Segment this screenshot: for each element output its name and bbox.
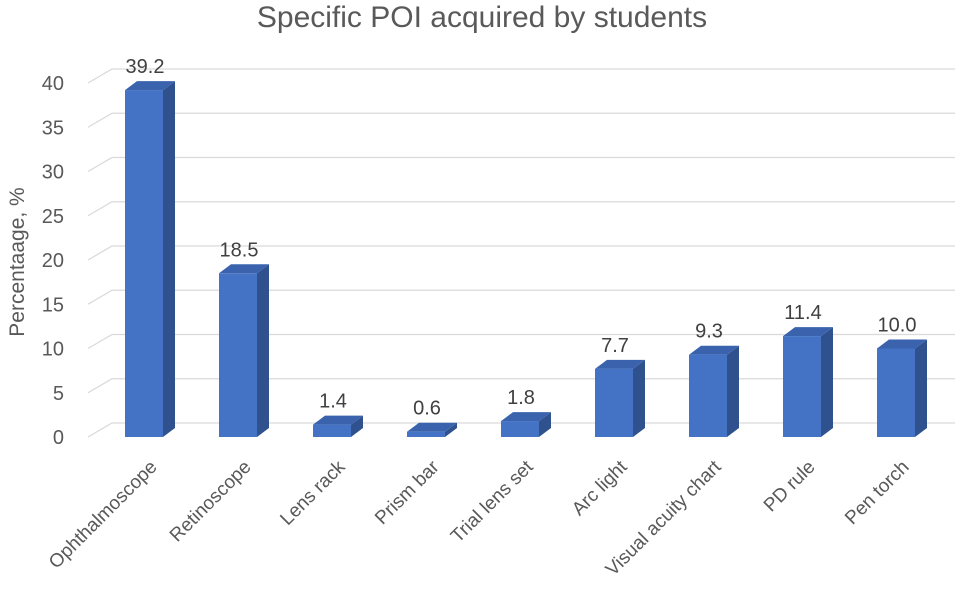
y-tick-label: 5 (53, 383, 64, 405)
x-tick-label: Arc light (568, 456, 632, 520)
y-tick-label: 0 (53, 427, 64, 449)
category-labels: Ophthalmoscope Retinoscope Lens rack Prism … (45, 456, 913, 580)
y-tick-label: 30 (42, 162, 64, 184)
gridlines (87, 68, 955, 438)
bar-side (163, 81, 175, 437)
gridline (87, 333, 955, 350)
bar-front (783, 336, 821, 437)
y-tick-label: 15 (42, 294, 64, 316)
data-label: 10.0 (878, 315, 917, 337)
gridline (87, 422, 955, 438)
bar-front (219, 273, 257, 437)
bar (219, 264, 269, 437)
y-tick-label: 40 (42, 73, 64, 95)
data-label: 0.6 (413, 398, 441, 420)
x-tick-label: Retinoscope (166, 457, 256, 547)
bar-top (313, 415, 363, 425)
bar (313, 415, 363, 437)
bar-top (783, 327, 833, 337)
bar-top (501, 412, 551, 422)
data-label: 18.5 (220, 239, 259, 261)
y-tick-label: 25 (42, 206, 64, 228)
data-label: 39.2 (126, 56, 165, 78)
bar-top (125, 81, 175, 91)
y-tick-label: 20 (42, 250, 64, 272)
y-tick-label: 35 (42, 117, 64, 139)
data-label: 1.8 (507, 387, 535, 409)
bar (125, 81, 175, 437)
x-tick-label: Lens rack (276, 456, 349, 529)
gridline (87, 289, 955, 305)
data-labels: 39.2 18.5 1.4 0.6 1.8 7.7 9.3 11.4 10.0 (126, 56, 917, 420)
bar-front (501, 421, 539, 437)
chart-title: Specific POI acquired by students (257, 1, 707, 34)
bar-front (877, 348, 915, 437)
gridline (87, 112, 955, 128)
bar-top (689, 345, 739, 355)
x-tick-label: Ophthalmoscope (45, 457, 161, 573)
bar-side (915, 339, 927, 437)
gridline (87, 156, 955, 173)
x-tick-label: PD rule (760, 457, 820, 517)
data-label: 11.4 (784, 302, 821, 324)
bar (877, 339, 927, 437)
x-tick-label: Pen torch (841, 457, 913, 529)
bar (783, 327, 833, 437)
bar-side (257, 264, 269, 437)
bar-side (633, 359, 645, 437)
y-axis-ticks: 0 5 10 15 20 25 30 35 40 (42, 73, 64, 449)
bar-front (407, 431, 445, 437)
data-label: 1.4 (319, 391, 347, 413)
bar-front (313, 424, 351, 437)
x-tick-label: Prism bar (371, 456, 444, 529)
bar-front (689, 354, 727, 437)
bar-front (125, 90, 163, 437)
gridline (87, 245, 955, 261)
bar-side (351, 415, 363, 437)
bar-top (877, 339, 927, 349)
bars (125, 81, 927, 437)
bar (689, 345, 739, 437)
bar-side (539, 412, 551, 437)
bar (595, 359, 645, 437)
bar-side (445, 422, 457, 437)
bar-side (727, 345, 739, 437)
data-label: 7.7 (601, 335, 629, 357)
gridline (87, 378, 955, 394)
y-tick-label: 10 (42, 339, 64, 361)
bar-top (407, 422, 457, 432)
data-label: 9.3 (695, 321, 723, 343)
bar-front (595, 368, 633, 437)
bar (501, 412, 551, 437)
bar-top (595, 359, 645, 369)
y-axis-label: Percentaage, % (6, 187, 29, 336)
gridline (87, 68, 955, 84)
bar-top (219, 264, 269, 274)
bar-side (821, 327, 833, 437)
gridline (87, 201, 955, 217)
bar (407, 422, 457, 437)
x-tick-label: Trial lens set (447, 456, 538, 547)
